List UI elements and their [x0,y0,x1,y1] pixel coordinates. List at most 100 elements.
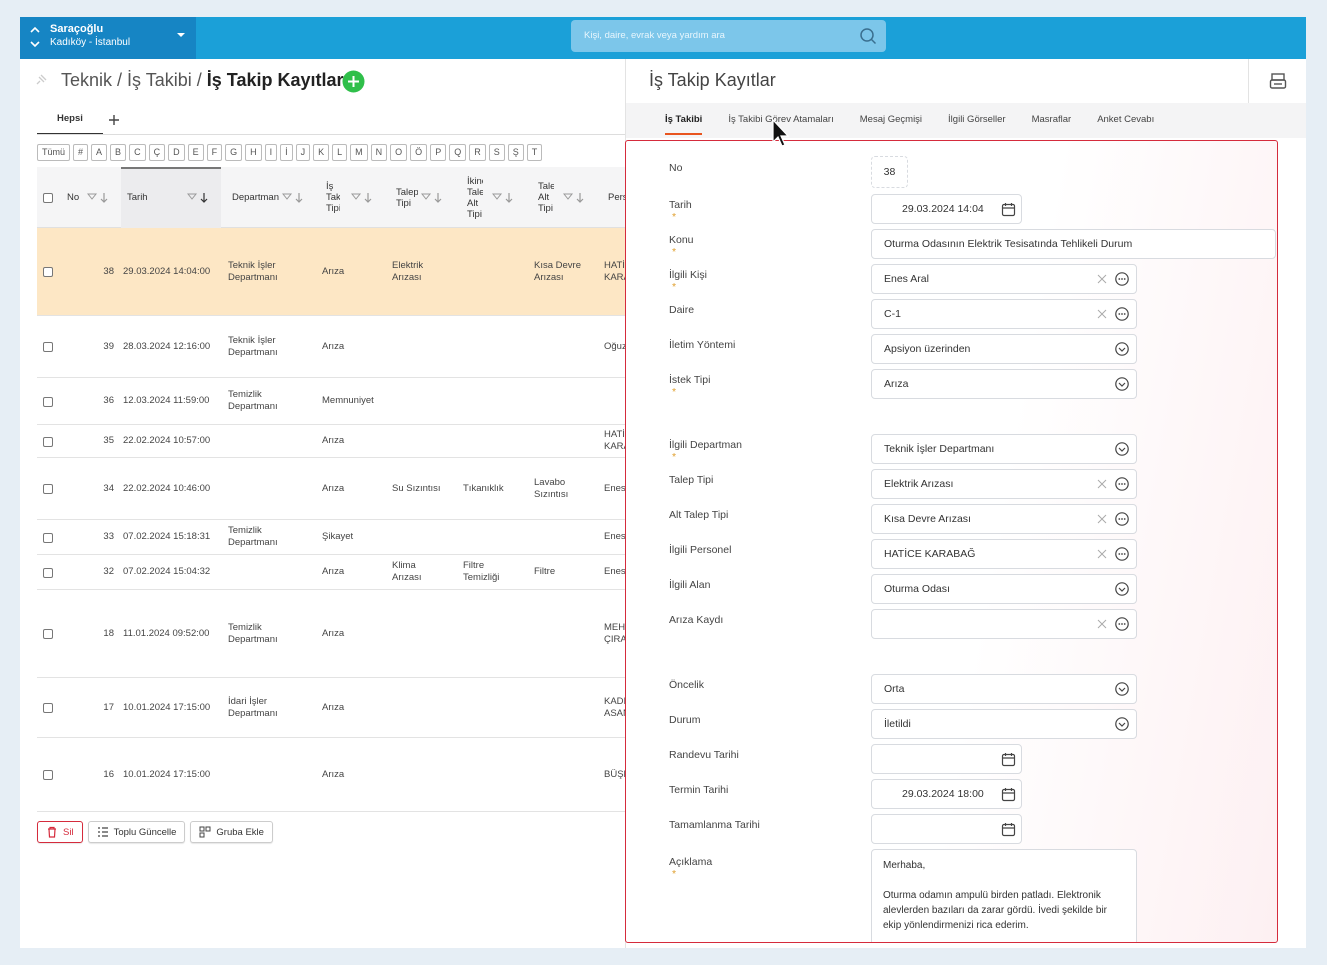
letter-filter-item[interactable]: Ş [507,144,524,161]
detail-tab[interactable]: Mesaj Geçmişi [859,114,923,125]
header-checkbox[interactable] [43,193,53,203]
breadcrumb-item[interactable]: Teknik [61,70,113,90]
add-button[interactable] [342,70,365,93]
table-row[interactable]: 33 07.02.2024 15:18:31 Temizlik Departmanı… [37,520,625,555]
letter-filter-item[interactable]: N [370,144,388,161]
field-lookup[interactable]: C-1 [871,299,1137,329]
row-checkbox[interactable] [43,267,53,277]
row-checkbox[interactable] [43,484,53,494]
org-switcher[interactable]: Saraçoğlu Kadıköy - İstanbul [20,17,196,59]
detail-tab[interactable]: İlgili Görseller [948,114,1006,125]
table-cell: 32 [103,566,114,577]
detail-tab[interactable]: İş Takibi [665,106,703,135]
field-select[interactable]: Orta [871,674,1137,704]
letter-filter-item[interactable]: H [245,144,262,161]
field-select[interactable]: Oturma Odası [871,574,1137,604]
field-select[interactable]: Apsiyon üzerinden [871,334,1137,364]
pin-icon[interactable] [34,73,48,87]
letter-filter-item[interactable]: M [350,144,368,161]
table-row[interactable]: 32 07.02.2024 15:04:32 Arıza Klima Arızası F… [37,555,625,590]
field-date[interactable]: 29.03.2024 14:04 [871,194,1022,224]
column-header[interactable]: Departman [232,192,279,203]
letter-filter-item[interactable]: Tümü [37,144,71,161]
clear-icon [1097,514,1107,524]
letter-filter-item[interactable]: İ [280,144,293,161]
table-row[interactable]: 17 10.01.2024 17:15:00 İdari İşler Departm… [37,678,625,738]
row-checkbox[interactable] [43,770,53,780]
letter-filter-item[interactable]: K [313,144,330,161]
letter-filter-item[interactable]: D [168,144,185,161]
letter-filter-item[interactable]: B [110,144,127,161]
dropdown-caret [177,33,185,37]
field-textarea[interactable]: Merhaba, Oturma odamın ampulü birden pat… [871,849,1137,942]
field-text[interactable]: Oturma Odasının Elektrik Tesisatında Teh… [871,229,1276,259]
column-header[interactable]: Pers [608,192,625,203]
action-label: Gruba Ekle [216,826,264,838]
letter-filter-item[interactable]: O [390,144,408,161]
letter-filter-item[interactable]: P [430,144,447,161]
letter-filter-item[interactable]: F [206,144,223,161]
letter-filter-item[interactable]: L [332,144,348,161]
letter-filter-item[interactable]: Ç [148,144,166,161]
table-cell: Enes [604,531,625,542]
letter-filter-item[interactable]: G [225,144,243,161]
field-date[interactable] [871,744,1022,774]
field-select[interactable]: İletildi [871,709,1137,739]
table-row[interactable]: 36 12.03.2024 11:59:00 Temizlik Departmanı… [37,378,625,425]
field-date[interactable] [871,814,1022,844]
letter-filter-item[interactable]: # [73,144,89,161]
column-header[interactable]: Talep Alt Tipi [538,181,554,214]
field-label: Alt Talep Tipi [669,509,729,521]
row-checkbox[interactable] [43,567,53,578]
table-row[interactable]: 16 10.01.2024 17:15:00 Arıza BÜŞR [37,738,625,812]
column-header[interactable]: İkinci Talep Alt Tipi [467,175,483,220]
row-checkbox[interactable] [43,436,53,447]
calendar-icon [1001,823,1016,837]
table-row[interactable]: 38 29.03.2024 14:04:00 Teknik İşler Depart… [37,228,625,316]
row-checkbox[interactable] [43,532,53,543]
table-row[interactable]: 35 22.02.2024 10:57:00 Arıza HATİ KARA [37,425,625,458]
field-select[interactable]: Teknik İşler Departmanı [871,434,1137,464]
field-select[interactable]: Arıza [871,369,1137,399]
field-value: 29.03.2024 18:00 [902,788,984,800]
search-box[interactable]: Kişi, daire, evrak veya yardım ara [571,20,886,52]
letter-filter-item[interactable]: A [91,144,108,161]
field-lookup[interactable] [871,609,1137,639]
column-header[interactable]: Tarih [127,192,148,203]
row-checkbox[interactable] [43,342,53,352]
table-row[interactable]: 39 28.03.2024 12:16:00 Teknik İşler Depart… [37,316,625,378]
letter-filter-item[interactable]: J [295,144,311,161]
action-button[interactable]: Gruba Ekle [190,821,273,843]
letter-filter-item[interactable]: Ö [410,144,428,161]
letter-filter-item[interactable]: Q [449,144,467,161]
field-lookup[interactable]: HATİCE KARABAĞ [871,539,1137,569]
field-lookup[interactable]: Kısa Devre Arızası [871,504,1137,534]
detail-tab[interactable]: Anket Cevabı [1097,114,1155,125]
detail-tab[interactable]: İş Takibi Görev Atamaları [728,114,834,125]
field-lookup[interactable]: Enes Aral [871,264,1137,294]
row-checkbox[interactable] [43,396,53,407]
field-lookup[interactable]: Elektrik Arızası [871,469,1137,499]
letter-filter-item[interactable]: T [526,144,543,161]
field-date[interactable]: 29.03.2024 18:00 [871,779,1022,809]
column-header[interactable]: Talep Tipi [396,186,418,209]
letter-filter-item[interactable]: R [469,144,486,161]
detail-tab[interactable]: Masraflar [1031,114,1072,125]
column-header[interactable]: İş Takip Tipi [326,181,340,214]
breadcrumb-item[interactable]: İş Takibi [127,70,192,90]
print-button[interactable] [1248,59,1306,103]
letter-filter-item[interactable]: C [129,144,146,161]
column-header[interactable]: No [67,192,80,203]
table-row[interactable]: 18 11.01.2024 09:52:00 Temizlik Departmanı… [37,590,625,678]
action-button[interactable]: Toplu Güncelle [87,821,186,843]
table-row[interactable]: 34 22.02.2024 10:46:00 Arıza Su Sızıntısı Tı… [37,458,625,520]
row-checkbox[interactable] [43,703,53,713]
letter-filter-item[interactable]: E [187,144,204,161]
field-label: Durum [669,714,701,726]
list-tab[interactable]: Hepsi [37,103,103,135]
action-button[interactable]: Sil [37,821,83,843]
add-tab[interactable] [108,114,120,126]
letter-filter-item[interactable]: I [264,144,278,161]
row-checkbox[interactable] [43,629,53,639]
letter-filter-item[interactable]: S [488,144,505,161]
